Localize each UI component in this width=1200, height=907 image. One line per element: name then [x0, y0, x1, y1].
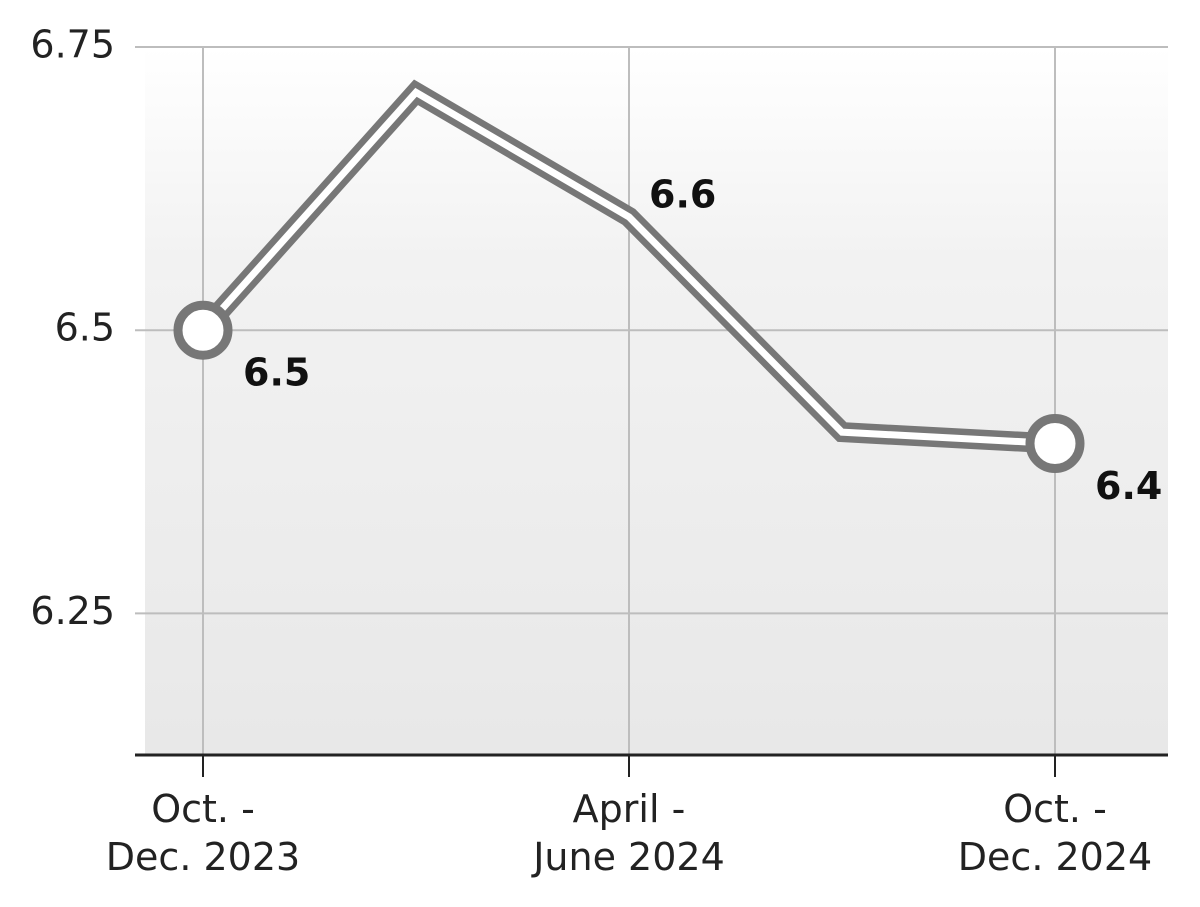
line-inner: [200, 87, 1056, 447]
y-tick-label: 6.25: [30, 589, 115, 633]
y-tick-label: 6.75: [30, 23, 115, 67]
x-tick-label: April - June 2024: [533, 787, 725, 879]
value-label: 6.6: [649, 172, 716, 216]
plot-background: [145, 47, 1168, 755]
x-tick-label: Oct. - Dec. 2024: [957, 787, 1153, 879]
value-label: 6.5: [243, 351, 310, 395]
value-label: 6.4: [1095, 464, 1162, 508]
y-tick-label: 6.5: [55, 306, 115, 350]
endpoint-marker: [173, 300, 233, 360]
x-tick-label: Oct. - Dec. 2023: [105, 787, 301, 879]
endpoint-marker: [1025, 413, 1085, 473]
